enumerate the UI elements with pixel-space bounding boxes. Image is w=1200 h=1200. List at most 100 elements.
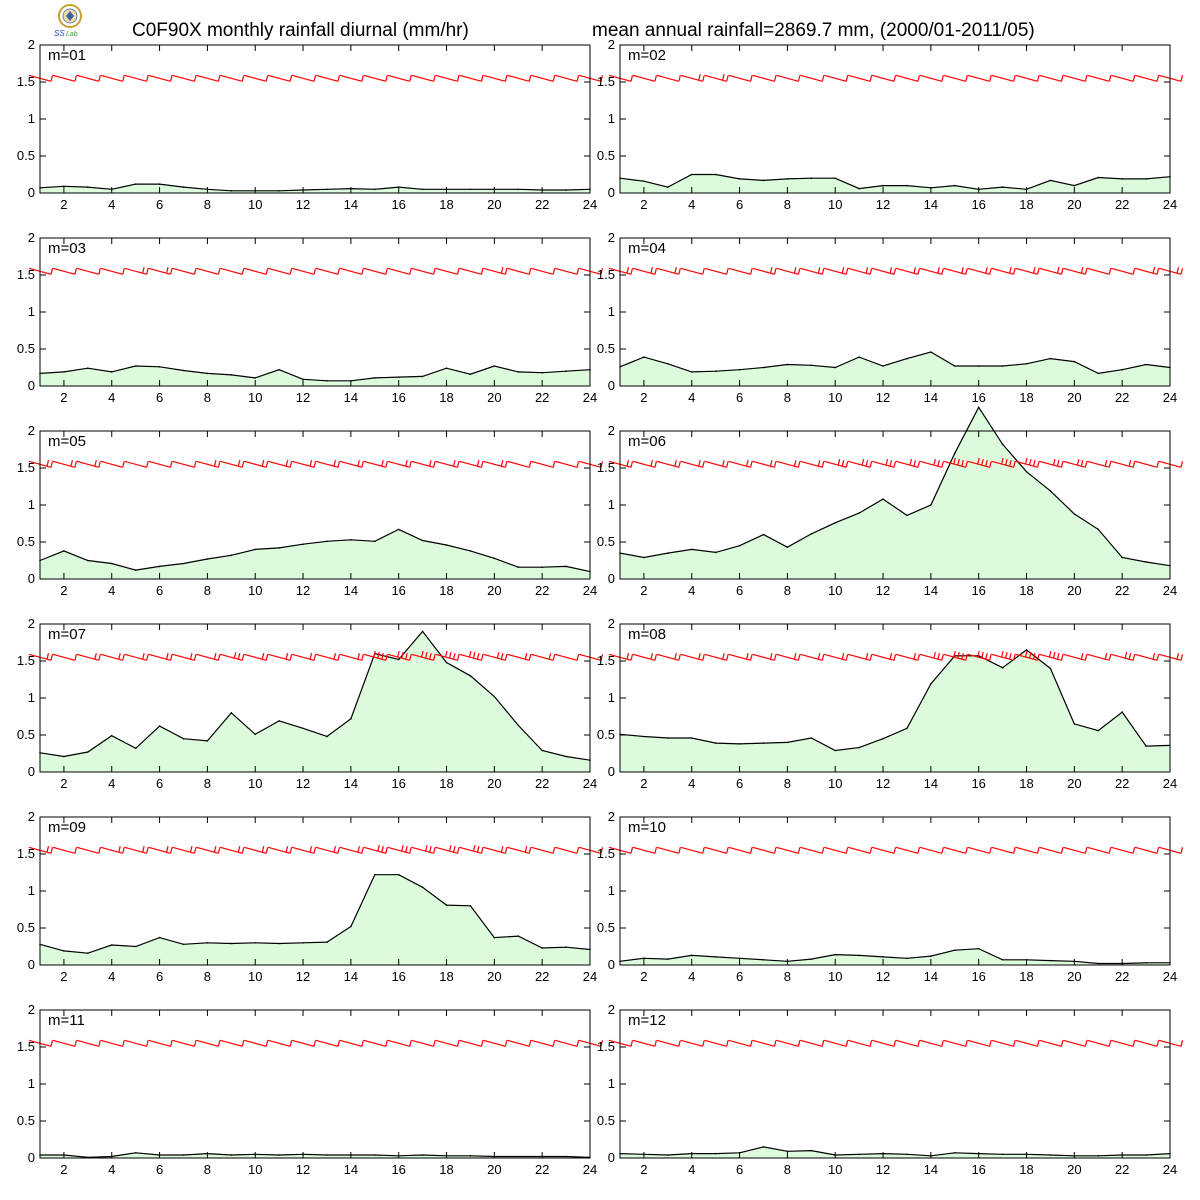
x-tick-label: 10 [248,1162,262,1177]
wind-barb-feather [337,654,341,661]
data-point [565,565,567,568]
wind-barb-feather [193,654,197,661]
wind-barb-feather [217,847,221,854]
wind-barb-feather [1084,1040,1088,1047]
x-tick-label: 24 [583,1162,597,1177]
x-tick-label: 24 [583,776,597,791]
y-tick-label: 2 [608,616,615,631]
wind-barb [943,74,966,82]
wind-barb-feather [1156,461,1160,468]
x-tick-label: 6 [736,776,743,791]
x-tick-label: 12 [296,583,310,598]
wind-barb-feather [1108,847,1112,854]
wind-barb-feather [381,653,384,660]
wind-barb [919,1039,943,1047]
wind-barb-feather [1084,654,1088,661]
data-point [134,945,137,948]
wind-barb [363,74,386,82]
wind-barb-feather [233,651,237,659]
data-point [858,746,860,749]
wind-barb-feather [46,460,50,467]
x-tick-label: 14 [924,776,938,791]
wind-barb-feather [821,461,825,468]
wind-barb-feather [357,653,360,660]
wind-barb-feather [797,847,801,854]
x-tick-label: 22 [535,1162,549,1177]
wind-barb-feather [630,75,634,82]
wind-barb-feather [576,847,580,854]
panel-label: m=01 [48,47,86,64]
wind-barb-feather [142,653,145,660]
x-tick-label: 24 [1163,583,1177,598]
wind-barb [363,653,386,661]
wind-barb-feather [726,75,729,82]
wind-barb-feather [981,458,984,466]
wind-barb [244,460,267,468]
x-tick-label: 20 [487,197,501,212]
wind-barb-feather [630,654,634,661]
wind-barb-feather [237,846,241,853]
wind-barb-feather [118,846,121,853]
wind-barb-feather [385,268,388,275]
wind-barb [339,1039,363,1047]
wind-barb-feather [1084,847,1088,854]
y-tick-label: 1.5 [17,460,35,475]
wind-barb-feather [337,75,341,82]
y-tick-label: 0 [28,764,35,779]
data-point [667,958,669,960]
wind-barbs [28,74,604,82]
x-tick-label: 6 [736,390,743,405]
wind-barb [435,267,458,275]
wind-barb [656,1039,679,1047]
wind-barb [680,653,703,661]
x-tick-label: 12 [296,197,310,212]
wind-barb [554,846,578,854]
wind-barb-feather [941,847,944,854]
wind-barb-feather [1013,1040,1016,1047]
data-point [469,550,472,552]
wind-barb [1015,267,1038,275]
wind-barb-feather [50,847,54,854]
wind-barb-feather [1056,267,1060,274]
wind-barb [267,460,291,468]
data-point [541,947,543,949]
data-point [1121,178,1123,180]
wind-barb-feather [1084,461,1088,468]
wind-barb-feather [500,460,504,467]
wind-barb-feather [957,458,960,466]
x-tick-label: 16 [971,583,985,598]
data-point [493,695,496,698]
wind-barb [100,74,123,82]
wind-barb-feather [885,458,889,466]
wind-barb [800,1039,823,1047]
wind-barb-feather [965,75,968,82]
wind-barb-feather [480,847,484,854]
data-point [714,742,717,744]
wind-barb [100,460,123,468]
panel-m-03: 00.511.522 4 6 8 10 12 14 16 18 20 22 24m=03 [17,230,604,405]
wind-barb [800,653,823,661]
rainfall-area [620,948,1170,965]
wind-barb-feather [817,460,821,467]
wind-barb [507,1039,530,1047]
wind-barb-feather [961,653,964,660]
wind-barb [919,267,943,275]
wind-barb [459,846,482,854]
wind-barb-feather [50,461,54,468]
wind-barb [244,653,267,661]
data-point [182,186,185,188]
rainfall-line [619,351,1171,375]
wind-barb-feather [122,75,125,82]
wind-barb [339,653,363,661]
wind-barb-feather [678,268,681,275]
wind-barb-feather [941,75,944,82]
wind-barb-feather [1036,654,1040,661]
wind-barb [1063,460,1086,468]
data-point [690,173,693,176]
x-tick-label: 12 [876,390,890,405]
wind-barb [52,653,76,661]
wind-barb-feather [773,75,777,82]
chart-subtitle: mean annual rainfall=2869.7 mm, (2000/01… [592,20,1035,41]
wind-barb-feather [98,847,101,854]
panel-frame [619,1009,1171,1159]
